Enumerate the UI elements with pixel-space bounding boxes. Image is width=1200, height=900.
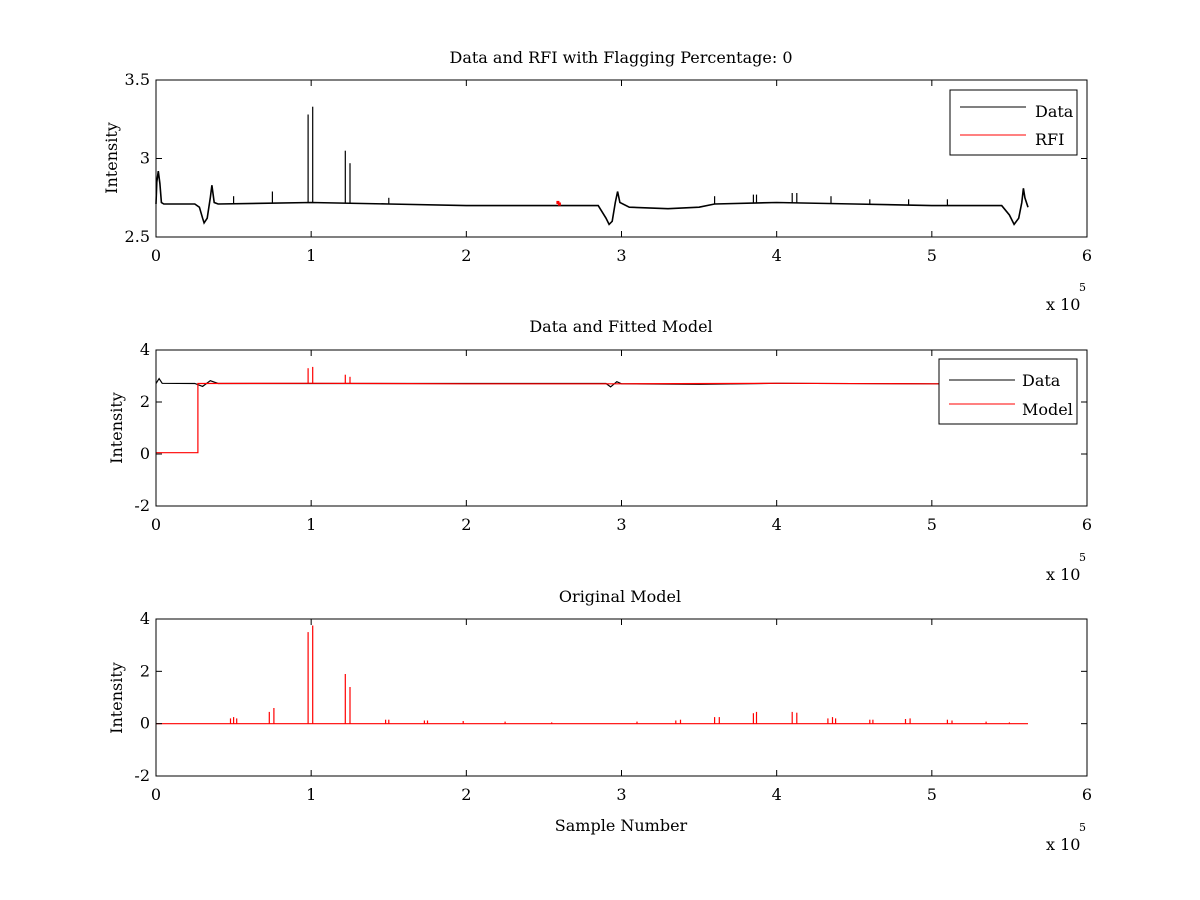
x-tick-label: 3	[616, 246, 626, 265]
legend-box	[949, 89, 1078, 156]
legend-label-model: Model	[1022, 400, 1073, 419]
x-multiplier-exponent: 5	[1079, 281, 1086, 294]
x-tick-label: 2	[461, 785, 471, 804]
x-tick-label: 1	[306, 246, 316, 265]
x-tick-label: 2	[461, 246, 471, 265]
y-axis-label: Intensity	[107, 392, 126, 464]
x-multiplier-exponent: 5	[1079, 821, 1086, 834]
x-tick-label: 1	[306, 785, 316, 804]
series-model	[156, 625, 1028, 725]
y-tick-label: 2	[140, 661, 150, 680]
y-tick-label: 3.5	[125, 70, 150, 89]
x-multiplier: x 10 5	[1046, 551, 1086, 584]
legend-label-rfi: RFI	[1035, 130, 1064, 149]
x-multiplier: x 10 5	[1046, 281, 1086, 314]
legend-box	[938, 358, 1078, 425]
x-tick-label: 6	[1082, 246, 1092, 265]
x-multiplier-base: x 10	[1046, 295, 1080, 314]
chart-title: Data and RFI with Flagging Percentage: 0	[449, 48, 792, 67]
x-axis-label: Sample Number	[555, 816, 688, 835]
y-axis-label: Intensity	[102, 122, 121, 194]
x-multiplier-base: x 10	[1046, 835, 1080, 854]
series-line-data	[155, 170, 1029, 226]
y-tick-label: 0	[140, 444, 150, 463]
y-tick-label: 0	[140, 714, 150, 733]
x-tick-label: 0	[151, 785, 161, 804]
x-tick-label: 6	[1082, 785, 1092, 804]
x-tick-label: 3	[616, 515, 626, 534]
chart-title: Data and Fitted Model	[529, 317, 712, 336]
x-tick-label: 1	[306, 515, 316, 534]
x-tick-label: 5	[927, 246, 937, 265]
x-tick-label: 4	[772, 515, 782, 534]
plot-area: 0 1 2 3 4 5 6 2.5 3 3.5	[125, 70, 1093, 265]
x-tick-label: 4	[772, 785, 782, 804]
legend-label-data: Data	[1022, 371, 1061, 390]
series-data	[155, 106, 1029, 226]
x-multiplier-exponent: 5	[1079, 551, 1086, 564]
x-multiplier: x 10 5	[1046, 821, 1086, 854]
x-multiplier-base: x 10	[1046, 565, 1080, 584]
series-line-model	[156, 382, 1028, 454]
chart-title: Original Model	[559, 587, 681, 606]
x-tick-label: 5	[927, 785, 937, 804]
y-tick-label: 2.5	[125, 227, 150, 246]
y-tick-label: 4	[140, 340, 150, 359]
y-tick-label: -2	[134, 496, 150, 515]
y-tick-label: 4	[140, 609, 150, 628]
x-tick-label: 0	[151, 246, 161, 265]
legend-label-data: Data	[1035, 102, 1074, 121]
x-tick-label: 0	[151, 515, 161, 534]
series-rfi	[556, 200, 561, 206]
y-tick-label: 3	[140, 149, 150, 168]
x-tick-label: 2	[461, 515, 471, 534]
x-tick-label: 6	[1082, 515, 1092, 534]
x-tick-label: 5	[927, 515, 937, 534]
legend: Data RFI	[949, 89, 1078, 156]
x-tick-label: 4	[772, 246, 782, 265]
legend: Data Model	[938, 358, 1078, 425]
y-tick-label: -2	[134, 766, 150, 785]
series-model	[156, 366, 1028, 454]
panel-top: Data and RFI with Flagging Percentage: 0…	[102, 48, 1092, 314]
y-tick-label: 2	[140, 392, 150, 411]
y-axis-label: Intensity	[107, 662, 126, 734]
x-tick-label: 3	[616, 785, 626, 804]
